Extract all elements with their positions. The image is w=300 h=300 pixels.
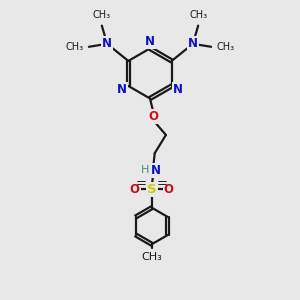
Text: N: N bbox=[151, 164, 160, 177]
Text: N: N bbox=[145, 35, 155, 48]
Text: O: O bbox=[164, 183, 174, 196]
Text: N: N bbox=[102, 38, 112, 50]
Text: N: N bbox=[188, 38, 198, 50]
Text: S: S bbox=[147, 183, 157, 196]
Text: O: O bbox=[130, 183, 140, 196]
Text: CH₃: CH₃ bbox=[216, 42, 235, 52]
Text: CH₃: CH₃ bbox=[93, 10, 111, 20]
Text: N: N bbox=[173, 83, 183, 96]
Text: H: H bbox=[141, 165, 149, 175]
Text: CH₃: CH₃ bbox=[65, 42, 84, 52]
Text: =: = bbox=[136, 177, 147, 190]
Text: =: = bbox=[157, 177, 168, 190]
Text: CH₃: CH₃ bbox=[141, 252, 162, 262]
Text: O: O bbox=[148, 110, 158, 123]
Text: N: N bbox=[117, 83, 127, 96]
Text: CH₃: CH₃ bbox=[189, 10, 207, 20]
